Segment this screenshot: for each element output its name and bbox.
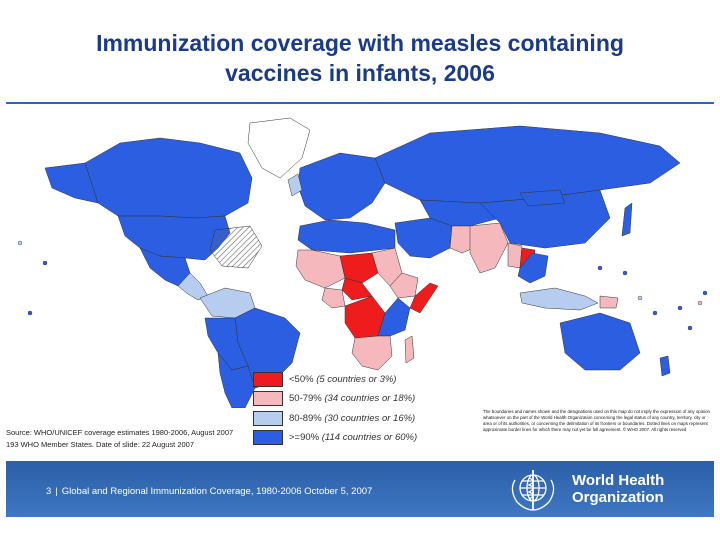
who-logo-icon [511,470,555,511]
world-map [17,117,708,408]
who-wordmark: World Health Organization [572,472,664,506]
island [637,295,643,301]
legend-label: <50% (5 countries or 3%) [289,373,397,385]
island [677,305,683,311]
title-line-1: Immunization coverage with measles conta… [96,30,624,56]
region-north-africa [297,219,396,254]
legend-item-lt50: <50% (5 countries or 3%) [253,370,417,388]
country-argentina-chile [217,352,256,408]
country-mongolia [519,189,566,207]
island [687,325,693,331]
island [597,265,603,271]
country-new-zealand [659,355,671,377]
page-number: 3 [46,486,52,497]
legend-swatch [253,371,283,387]
legend-swatch [253,430,283,445]
country-myanmar [507,242,523,269]
country-ethiopia [389,272,419,299]
island [17,240,23,246]
region-west-africa [295,249,346,289]
region-southern-africa [351,335,393,371]
map-legend: <50% (5 countries or 3%) 50-79% (34 coun… [253,370,417,448]
legend-item-50-79: 50-79% (34 countries or 18%) [253,390,417,408]
source-note: Source: WHO/UNICEF coverage estimates 19… [6,427,233,451]
legend-swatch [253,410,283,426]
country-uk [287,173,303,197]
region-southeast-asia [517,252,549,284]
country-usa [117,215,231,261]
region-middle-east [394,217,453,259]
slide-title: Immunization coverage with measles conta… [0,28,720,88]
island [27,310,33,316]
country-greenland [247,117,311,179]
island [702,290,708,296]
country-russia [374,125,681,204]
country-somalia [409,282,439,314]
title-line-2: vaccines in infants, 2006 [225,60,495,86]
country-madagascar [404,335,415,364]
region-europe [297,152,386,221]
country-dr-congo [344,295,386,339]
footer-separator: | [55,486,58,497]
source-line-1: Source: WHO/UNICEF coverage estimates 19… [6,428,234,437]
country-india [469,222,509,274]
org-name-line-2: Organization [572,489,664,506]
title-divider [6,102,714,104]
island [697,300,703,306]
source-line-2: 193 WHO Member States. Date of slide: 22… [6,440,195,449]
island [622,270,628,276]
legend-label: >=90% (114 countries or 60%) [289,432,418,443]
country-canada [84,137,253,219]
country-japan [621,202,633,237]
island [42,260,48,266]
country-australia [559,312,641,371]
caribbean-hatched [209,225,263,269]
country-papua-new-guinea [599,295,619,309]
legend-swatch [253,391,283,406]
country-chad [339,252,379,284]
legend-label: 50-79% (34 countries or 18%) [289,393,416,404]
legend-label: 80-89% (30 countries or 16%) [289,412,416,424]
org-name-line-1: World Health [572,472,665,489]
footer-title: Global and Regional Immunization Coverag… [61,486,302,497]
footer-bar: 3 | Global and Regional Immunization Cover… [6,461,714,517]
legend-item-ge90: >=90% (114 countries or 60%) [253,429,417,447]
island [652,310,658,316]
footer-caption: 3 | Global and Regional Immunization Cover… [46,486,372,497]
country-car [341,277,373,301]
legend-item-80-89: 80-89% (30 countries or 16%) [253,409,417,427]
map-disclaimer: The boundaries and names shown and the d… [483,409,710,432]
country-nigeria [321,287,346,309]
country-indonesia [519,287,599,311]
footer-date: October 5, 2007 [304,486,373,497]
country-alaska [44,162,99,204]
